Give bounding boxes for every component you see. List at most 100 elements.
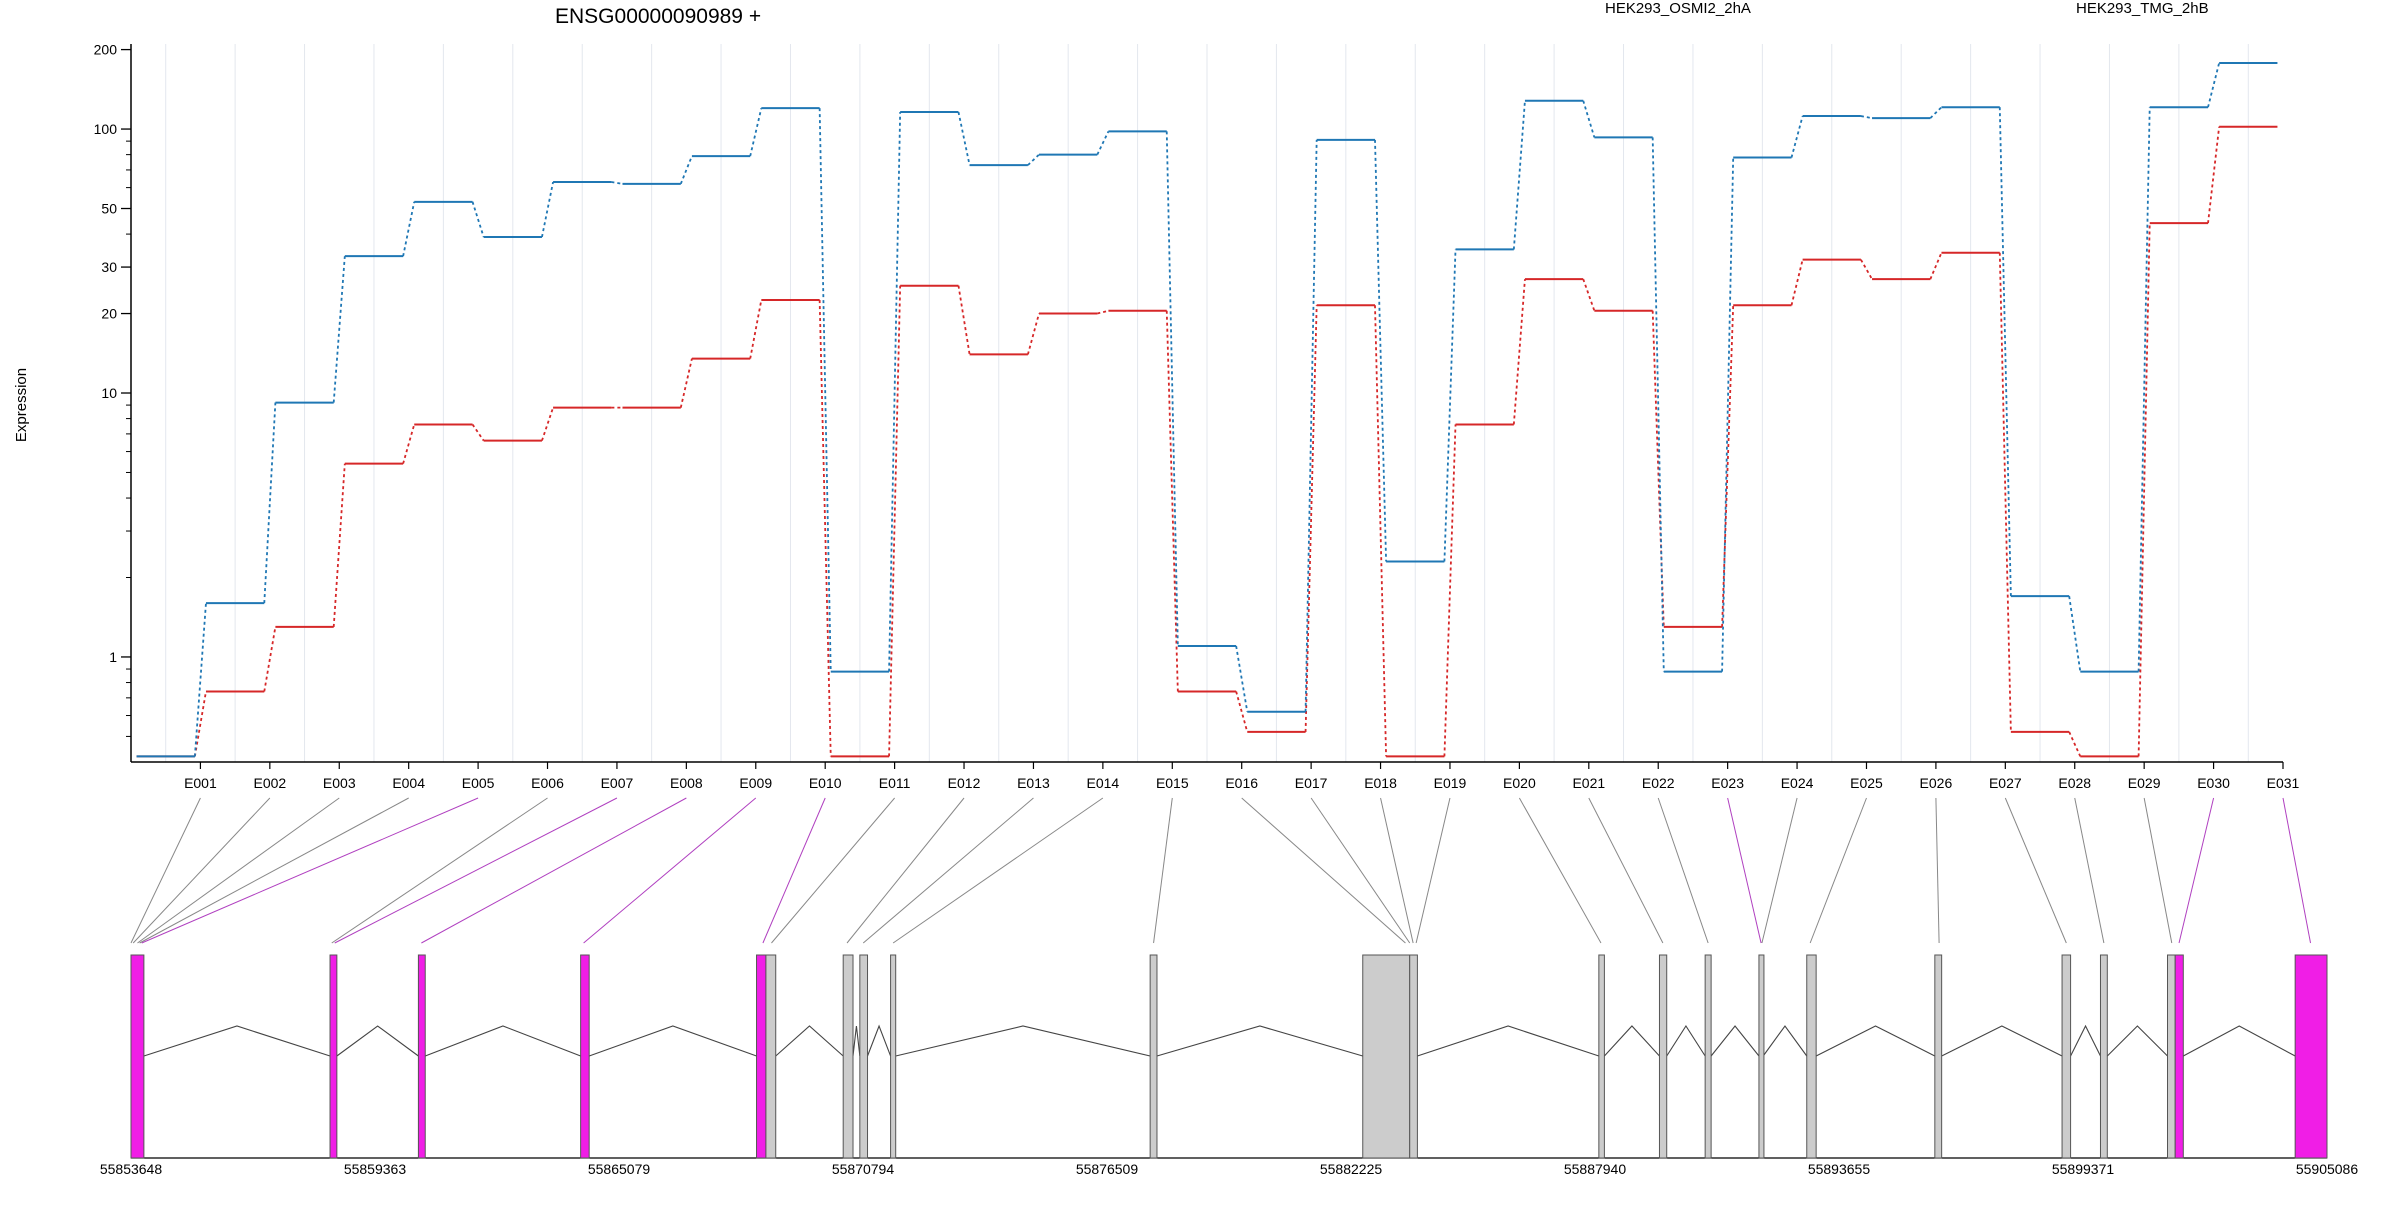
intron-line [1417,1025,1600,1057]
y-tick-label: 200 [94,42,118,58]
intron-line [425,1025,581,1057]
exon-highlighted [130,954,145,1159]
series-connector [1721,157,1735,672]
series-connector [332,463,346,627]
intron-line [336,1025,419,1057]
series-connector [1304,139,1318,712]
exon [2099,954,2108,1159]
series-connector [402,201,416,257]
series-lines [136,61,2278,758]
series-connector [332,256,346,403]
exon [1806,954,1817,1159]
exon [1934,954,1943,1159]
coordinate-label: 55899371 [2052,1161,2115,1177]
exon [1362,954,1411,1159]
intron-line [1815,1025,1936,1057]
series-connector [471,423,485,442]
series-connector [1512,279,1526,425]
series-connector [1998,252,2012,732]
exon-highlighted [329,954,338,1159]
series-connector [1096,130,1110,156]
x-tick-label: E017 [1295,775,1328,791]
x-tick-label: E023 [1711,775,1744,791]
intron-line [1710,1025,1760,1057]
coordinate-label: 55870794 [832,1161,895,1177]
x-tick-label: E027 [1989,775,2022,791]
x-tick-label: E020 [1503,775,1536,791]
series-connector [818,300,832,757]
x-tick-label: E007 [601,775,634,791]
series-connector [957,285,971,355]
series-connector [1304,305,1318,732]
intron-line [1156,1025,1363,1057]
intron-line [2106,1025,2168,1057]
x-tick-label: E015 [1156,775,1189,791]
series-connector [1235,691,1249,733]
exon [1598,954,1605,1159]
exon-highlighted [580,954,590,1159]
axes: 1 10 20 30 50 100 200 E001 E002 E003 E004 E005 E006 E… [94,42,2300,791]
series-connector [2137,223,2151,757]
series-connector [263,402,277,604]
series-connector [1165,131,1179,647]
exon-connector [862,797,1034,944]
y-axis-label: Expression [13,368,30,442]
y-tick-label: 50 [101,201,117,217]
intron-line [588,1025,757,1057]
series-connector [1860,259,1873,280]
series-connector [1027,313,1040,355]
series-connector [541,181,554,238]
exon [842,954,854,1159]
exon [1758,954,1765,1159]
exon-connector [762,797,826,944]
gene-model: 55853648 55859363 55865079 55870794 55876509… [100,954,2359,1177]
exon-connector [331,797,548,944]
exon-highlighted [417,954,426,1159]
series-connector [1374,139,1388,562]
exon-connector [2178,797,2215,944]
x-tick-label: E021 [1572,775,1605,791]
exon-highlighted [756,954,767,1159]
exon [890,954,897,1159]
intron-line [1603,1025,1660,1057]
coordinate-label: 55859363 [344,1161,407,1177]
series-connector [263,626,277,692]
series-connector [749,299,763,359]
exon [1704,954,1712,1159]
coordinate-label: 55882225 [1320,1161,1383,1177]
exon-connector [1241,797,1406,944]
y-tick-label: 30 [101,259,117,275]
series-connector [1443,249,1457,562]
exon [2167,954,2176,1159]
coordinate-label: 55905086 [2296,1161,2359,1177]
x-tick-label: E028 [2058,775,2091,791]
exon-highlighted [2294,954,2328,1159]
series-connector [541,407,554,441]
exon-connector [583,797,757,944]
series-connector [2068,596,2082,672]
coordinate-label: 55876509 [1076,1161,1139,1177]
intron-line [867,1024,892,1057]
exon-connector [771,797,895,944]
y-tick-label: 20 [101,306,117,322]
exon-highlighted [2174,954,2184,1159]
series-connector [2068,731,2082,757]
series-connector [679,358,693,408]
x-tick-label: E019 [1434,775,1467,791]
series-connector [957,111,971,166]
exon-connector [1657,797,1709,944]
exon [2061,954,2072,1159]
exon [1658,954,1668,1159]
series-connector [1929,106,1943,119]
exon-connector [130,797,201,944]
intron-line [2183,1025,2296,1057]
exon [765,954,777,1159]
coordinate-label: 55865079 [588,1161,651,1177]
exon-connector [2004,797,2067,944]
y-tick-label: 10 [101,385,117,401]
x-tick-label: E022 [1642,775,1675,791]
series-connector [2207,62,2221,108]
series-connector [1860,115,1873,120]
legend-label-tmg: HEK293_TMG_2hB [2076,0,2209,17]
